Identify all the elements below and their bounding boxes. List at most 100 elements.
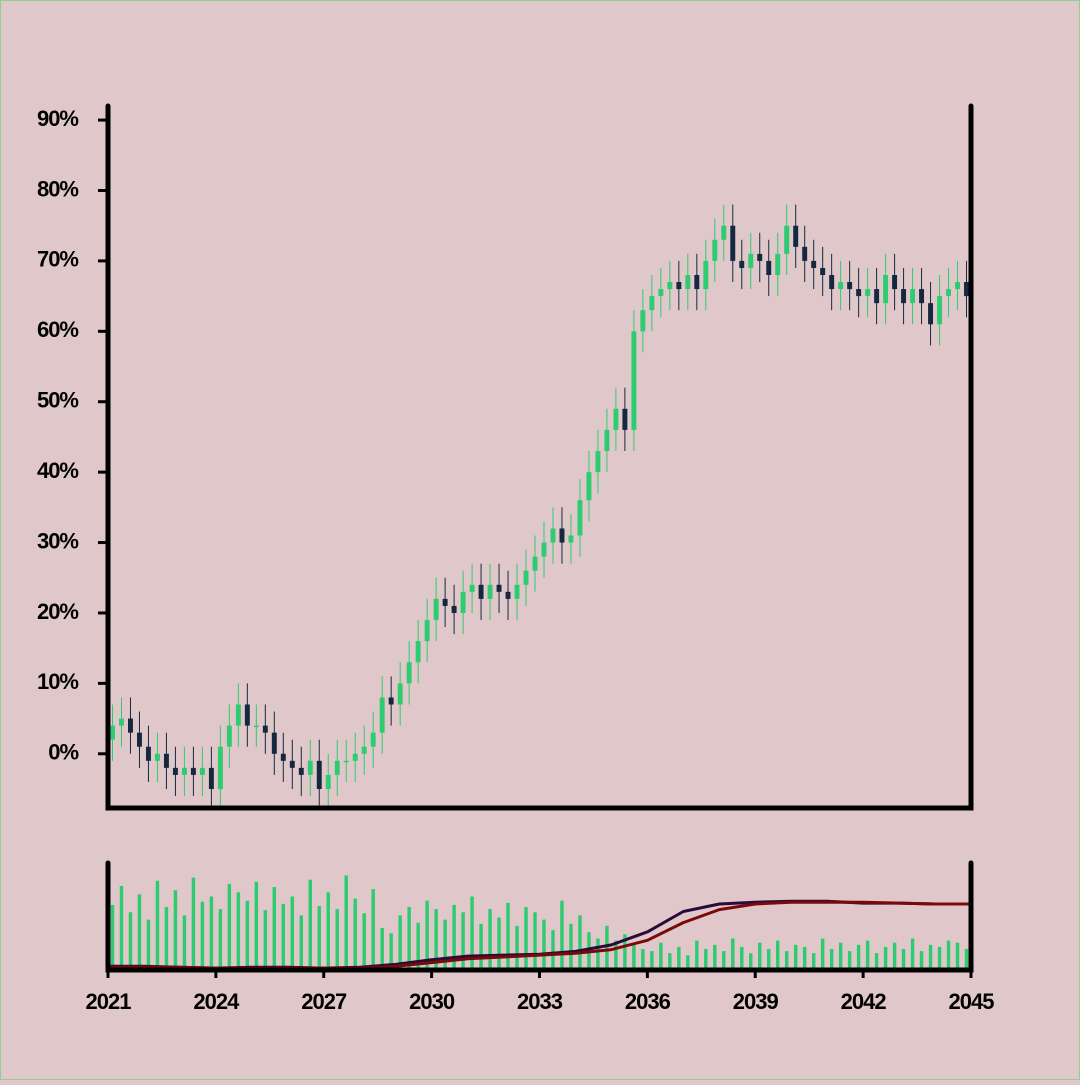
volume-bar: [937, 946, 942, 970]
volume-bar: [209, 896, 214, 970]
candle-body: [496, 584, 502, 592]
candle-body: [487, 584, 493, 599]
candle-body: [325, 774, 331, 789]
candle-body: [730, 225, 736, 261]
candle-body: [577, 500, 583, 536]
candle-body: [451, 605, 457, 613]
volume-bar: [722, 951, 726, 970]
volume-bar: [910, 938, 915, 970]
volume-bar: [146, 919, 151, 970]
x-tick-label: 2039: [733, 989, 779, 1014]
candle-body: [937, 296, 943, 325]
candle-body: [820, 267, 826, 275]
volume-bar: [946, 940, 951, 970]
volume-bar: [659, 942, 663, 970]
volume-bar: [425, 900, 429, 970]
candle-body: [379, 697, 385, 733]
candle-body: [667, 282, 673, 290]
volume-bar: [371, 889, 375, 970]
candle-body: [748, 253, 754, 268]
volume-bar: [775, 940, 780, 970]
x-tick-label: 2024: [193, 989, 240, 1014]
candle-body: [532, 556, 538, 571]
volume-bar: [326, 892, 330, 970]
volume-bar: [793, 944, 798, 970]
candle-body: [505, 591, 511, 599]
candle-body: [604, 429, 610, 452]
candle-body: [119, 718, 124, 726]
volume-bar: [407, 907, 411, 970]
volume-bar: [560, 900, 564, 970]
y-tick-label: 50%: [37, 388, 78, 413]
volume-bar: [740, 946, 744, 970]
candle-body: [289, 760, 295, 768]
volume-bar: [542, 919, 546, 970]
volume-bar: [218, 909, 223, 970]
candle-body: [685, 274, 691, 290]
volume-bar: [524, 907, 528, 970]
y-tick-label: 30%: [37, 528, 78, 553]
y-tick-label: 40%: [37, 458, 78, 483]
volume-bar: [164, 907, 169, 970]
candle-body: [640, 310, 646, 332]
candle-body: [343, 760, 349, 763]
candle-body: [280, 753, 286, 761]
volume-bar: [820, 938, 825, 970]
volume-bar: [865, 940, 870, 970]
volume-bar: [847, 951, 852, 970]
volume-bar: [200, 901, 205, 970]
candle-body: [244, 704, 250, 726]
candle-body: [361, 746, 367, 754]
volume-bar: [928, 944, 933, 970]
candle-body: [955, 282, 960, 290]
candle-body: [128, 718, 133, 733]
candle-body: [721, 225, 727, 240]
y-tick-label: 20%: [37, 599, 78, 624]
x-tick-label: 2030: [409, 989, 455, 1014]
volume-plot: [108, 875, 971, 970]
candle-body: [415, 641, 421, 663]
volume-bar: [335, 909, 339, 970]
candle-body: [739, 260, 745, 268]
volume-bar: [416, 922, 420, 970]
volume-bar: [119, 886, 124, 970]
volume-bar: [308, 879, 312, 970]
volume-bar: [236, 892, 241, 970]
candle-body: [928, 303, 934, 325]
candle-body: [757, 253, 763, 261]
candle-body: [838, 282, 844, 290]
volume-bar: [191, 877, 196, 970]
candle-body: [568, 535, 574, 543]
candle-body: [901, 289, 907, 304]
candle-body: [271, 732, 277, 754]
volume-bar: [533, 912, 537, 970]
volume-bar: [605, 925, 609, 970]
volume-bar: [128, 912, 133, 970]
volume-bar: [578, 915, 582, 970]
volume-bar: [704, 949, 708, 970]
volume-bar: [110, 904, 115, 970]
candle-body: [856, 289, 862, 297]
volume-bar: [838, 942, 843, 970]
x-tick-label: 2042: [841, 989, 887, 1014]
volume-bar: [380, 928, 384, 970]
price-frame: [105, 103, 974, 811]
volume-bar: [281, 903, 286, 970]
candle-body: [964, 282, 969, 297]
candle-body: [919, 289, 925, 304]
candle-body: [766, 260, 772, 275]
volume-bar: [614, 940, 618, 970]
volume-bar: [497, 917, 501, 970]
volume-bar: [173, 890, 178, 970]
candle-body: [550, 528, 556, 543]
volume-bar: [919, 951, 924, 970]
volume-bar: [254, 881, 259, 970]
volume-bar: [964, 949, 969, 970]
y-tick-label: 0%: [48, 740, 78, 765]
volume-bar: [784, 951, 789, 970]
y-tick-label: 80%: [37, 176, 78, 201]
candle-body: [523, 570, 529, 585]
candle-body: [199, 767, 205, 775]
volume-bar: [353, 898, 357, 970]
volume-bar: [802, 946, 807, 970]
